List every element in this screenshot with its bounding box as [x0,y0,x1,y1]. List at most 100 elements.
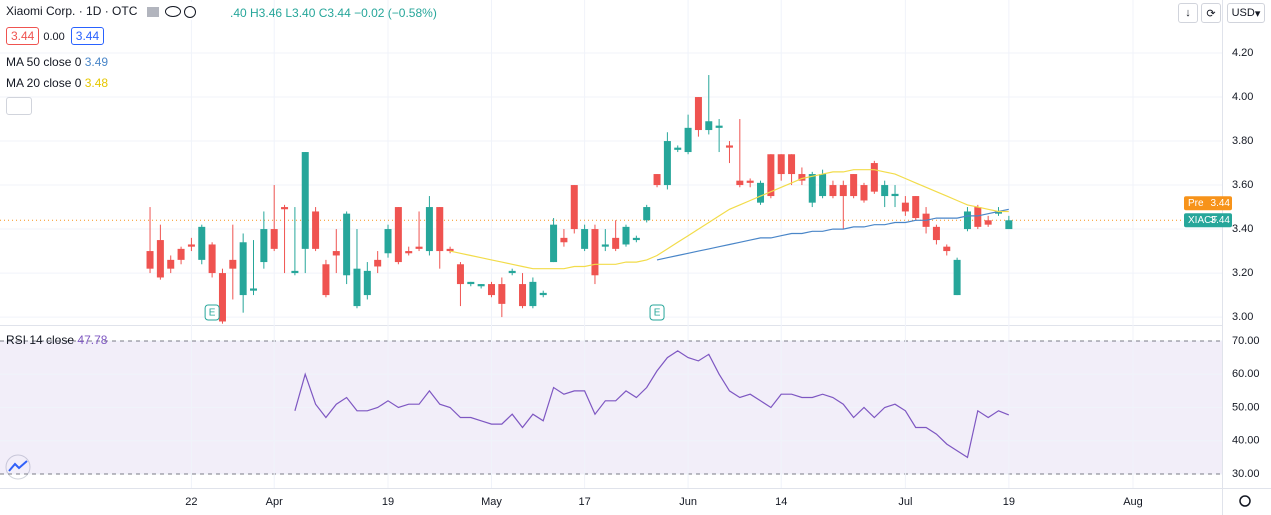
candle-body [229,259,237,269]
candle-body [725,145,733,148]
candle-body [601,244,609,247]
y-tick-label: 3.80 [1232,135,1253,147]
candle-body [291,270,299,274]
x-tick-label: 17 [578,496,590,508]
price-tag-value: 3.44 [1211,215,1231,226]
candle-body [477,284,485,287]
y-tick-label: 3.00 [1232,311,1253,323]
candle-body [632,237,640,241]
candle-body [767,154,775,197]
legend-name: RSI 14 close [6,333,75,347]
y-tick-label: 3.40 [1232,223,1253,235]
x-tick-label: 19 [382,496,394,508]
candle-body [788,154,796,175]
ma-line [449,169,1009,270]
currency-button[interactable]: USD ▾ [1227,3,1265,23]
y-tick-label: 4.00 [1232,91,1253,103]
candle-body [239,242,247,296]
bid[interactable]: 3.44 [6,27,40,45]
candle-body [984,220,992,225]
legend-name: MA 20 close 0 [6,76,82,90]
legend-value: 3.49 [84,55,109,69]
candle-body [394,207,402,263]
x-tick-label: 22 [185,496,197,508]
candle-body [405,251,413,254]
candle-body [146,251,154,269]
spread: 0.00 [43,31,65,43]
candle-body [798,174,806,181]
candle-body [539,292,547,296]
legend-value: 47.78 [77,333,108,347]
ask[interactable]: 3.44 [70,27,105,45]
candle-body [943,246,951,252]
candle-body [963,211,971,230]
candle-body [198,226,206,260]
earnings-marker [204,304,220,321]
y-tick-label: 30.00 [1232,468,1260,480]
candle-body [156,240,164,278]
candle-body [363,270,371,296]
earnings-label: E [654,308,661,319]
candle-body [684,127,692,153]
candle-body [343,213,351,276]
candle-body [974,207,982,227]
candle-body [777,154,785,175]
logo-mark [8,460,28,472]
price-tag [1184,196,1232,211]
candle-body [467,281,475,285]
collapse-button[interactable] [6,97,32,115]
title-text: Xiaomi Corp. · 1D · OTC [6,4,138,18]
candle-body [436,207,444,252]
candle-body [860,185,868,201]
candle-body [519,284,527,307]
candle-body [663,141,671,186]
candle-body [312,211,320,249]
eye-icon[interactable] [164,6,181,18]
candle-body [529,281,537,307]
candle-body [260,229,268,263]
candle-body [891,193,899,197]
candle-body [187,244,195,247]
candle-body [591,229,599,276]
candle-body [487,284,495,296]
download-button[interactable]: ↓ [1178,3,1198,23]
x-tick-label: Jul [898,496,912,508]
flag-icon [146,6,159,17]
candle-body [839,185,847,197]
symbol-title[interactable]: Xiaomi Corp. · 1D · OTC [2,2,201,20]
candle-body [384,229,392,254]
candle-body [374,259,382,267]
candle-body [281,207,289,210]
settings-small[interactable] [184,5,197,18]
y-tick-label: 3.60 [1232,179,1253,191]
candle-body [736,180,744,186]
y-tick-label: 70.00 [1232,335,1260,347]
x-tick-label: 14 [775,496,787,508]
price-tag [1184,213,1232,228]
ohlc-values: .40 H3.46 L3.40 C3.44 −0.02 (−0.58%) [230,6,437,20]
candle-body [653,174,661,186]
candle-body [901,202,909,212]
y-tick-label: 50.00 [1232,401,1260,413]
price-tag-value: 3.44 [1211,198,1231,209]
rsi-legend: RSI 14 close 47.78 [6,333,107,347]
refresh-button[interactable]: ⟳ [1201,3,1221,23]
candle-body [353,268,361,307]
candle-body [705,121,713,131]
candle-body [715,125,723,128]
candle-body [177,248,185,260]
candle-body [870,163,878,192]
currency: USD [1231,7,1255,19]
price-tag-name: XIACF [1188,215,1217,226]
candle-body [1005,220,1013,230]
candle-body [932,226,940,241]
candle-body [674,147,682,150]
settings-icon[interactable] [1239,495,1251,507]
candle-body [415,246,423,249]
candle-body [322,264,330,296]
candle-body [850,174,858,197]
candle-body [301,152,309,249]
candle-body [995,211,1003,214]
y-tick-label: 40.00 [1232,435,1260,447]
